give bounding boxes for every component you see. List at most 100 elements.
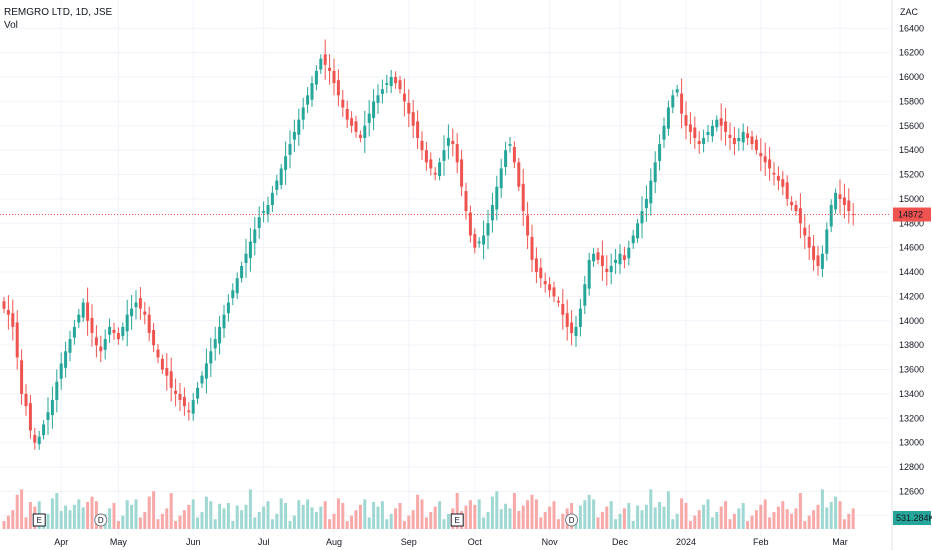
candle-body bbox=[521, 183, 525, 212]
candle-body bbox=[191, 400, 195, 414]
volume-bar bbox=[244, 504, 248, 529]
volume-bar bbox=[55, 493, 59, 529]
candle-body bbox=[508, 144, 512, 146]
candle-body bbox=[640, 211, 644, 224]
volume-bar bbox=[262, 506, 266, 529]
volume-bar bbox=[719, 506, 723, 529]
volume-bar bbox=[618, 513, 622, 529]
dividend-badge[interactable]: D bbox=[94, 513, 108, 527]
price-axis[interactable] bbox=[892, 0, 932, 550]
dividend-badge[interactable]: D bbox=[565, 513, 579, 527]
earnings-badge[interactable]: E bbox=[32, 513, 46, 527]
candle-body bbox=[50, 400, 54, 416]
candle-body bbox=[693, 127, 697, 138]
price-tick-label: 16200 bbox=[899, 48, 924, 58]
volume-bar bbox=[464, 505, 468, 529]
volume-bar bbox=[20, 489, 24, 529]
candle-body bbox=[160, 358, 164, 370]
volume-bar bbox=[90, 496, 94, 529]
earnings-badge[interactable]: E bbox=[450, 513, 464, 527]
candle-body bbox=[715, 119, 719, 128]
volume-bar bbox=[200, 512, 204, 529]
volume-bar bbox=[543, 512, 547, 529]
candle-body bbox=[398, 80, 402, 90]
chart-legend: REMGRO LTD, 1D, JSE Vol bbox=[4, 6, 112, 32]
volume-label: Vol bbox=[4, 20, 18, 31]
candle-body bbox=[420, 140, 424, 151]
volume-bar bbox=[156, 519, 160, 529]
volume-bar bbox=[662, 506, 666, 529]
price-tick-label: 14400 bbox=[899, 267, 924, 277]
price-tick-label: 13400 bbox=[899, 389, 924, 399]
volume-bar bbox=[363, 499, 367, 529]
candle-body bbox=[59, 363, 63, 379]
volume-bar bbox=[710, 517, 714, 529]
candle-body bbox=[653, 162, 657, 183]
volume-bar bbox=[385, 519, 389, 529]
candle-body bbox=[284, 156, 288, 170]
volume-bars bbox=[2, 489, 855, 529]
time-tick-label: May bbox=[110, 537, 128, 547]
price-tick-label: 14800 bbox=[899, 218, 924, 228]
volume-bar bbox=[798, 493, 802, 529]
candle-body bbox=[90, 317, 94, 333]
volume-bar bbox=[130, 504, 134, 529]
earnings-badge-frame bbox=[32, 513, 46, 527]
chart-title: REMGRO LTD, 1D, JSE bbox=[4, 7, 113, 18]
volume-bar bbox=[275, 513, 279, 529]
candle-body bbox=[834, 192, 838, 210]
volume-bar bbox=[816, 504, 820, 529]
time-tick-label: 2024 bbox=[676, 537, 696, 547]
volume-bar bbox=[152, 491, 156, 529]
volume-bar bbox=[398, 503, 402, 529]
candle-body bbox=[376, 95, 380, 103]
candle-body bbox=[807, 236, 811, 248]
candle-body bbox=[319, 58, 323, 70]
event-badge-label: D bbox=[98, 516, 104, 525]
volume-bar bbox=[314, 512, 318, 529]
candle-body bbox=[350, 118, 354, 126]
volume-bar bbox=[11, 510, 15, 529]
volume-bar bbox=[847, 513, 851, 529]
candle-body bbox=[842, 197, 846, 206]
volume-bar bbox=[380, 501, 384, 529]
candle-body bbox=[816, 255, 820, 266]
volume-bar bbox=[165, 508, 169, 529]
candle-body bbox=[332, 70, 336, 84]
event-badge-label: E bbox=[37, 516, 42, 525]
volume-bar bbox=[521, 505, 525, 529]
volume-bar bbox=[266, 501, 270, 529]
volume-bar bbox=[649, 489, 653, 529]
volume-bar bbox=[512, 493, 516, 529]
candle-body bbox=[512, 146, 516, 163]
volume-bar bbox=[134, 499, 138, 529]
candle-body bbox=[592, 253, 596, 262]
candle-body bbox=[288, 144, 292, 155]
volume-bar bbox=[354, 510, 358, 529]
candle-body bbox=[570, 322, 574, 333]
price-tick-label: 13600 bbox=[899, 365, 924, 375]
price-axis-labels: 1240012600128001300013200134001360013800… bbox=[899, 23, 924, 521]
volume-bar bbox=[592, 499, 596, 529]
candle-body bbox=[306, 95, 310, 105]
candle-body bbox=[460, 159, 464, 187]
candle-body bbox=[55, 381, 59, 401]
volume-bar bbox=[477, 499, 481, 529]
candle-body bbox=[433, 172, 437, 175]
volume-bar bbox=[702, 504, 706, 529]
volume-bar bbox=[59, 511, 63, 529]
volume-bar bbox=[81, 507, 85, 529]
candle-body bbox=[468, 212, 472, 236]
volume-bar bbox=[750, 515, 754, 529]
candle-body bbox=[174, 390, 178, 394]
volume-bar bbox=[297, 500, 301, 529]
candle-body bbox=[68, 339, 72, 353]
candle-body bbox=[851, 214, 855, 216]
volume-bar bbox=[671, 519, 675, 529]
candle-body bbox=[781, 179, 785, 187]
candle-body bbox=[737, 137, 741, 142]
currency-label: ZAC bbox=[900, 7, 919, 17]
volume-bar bbox=[658, 502, 662, 529]
